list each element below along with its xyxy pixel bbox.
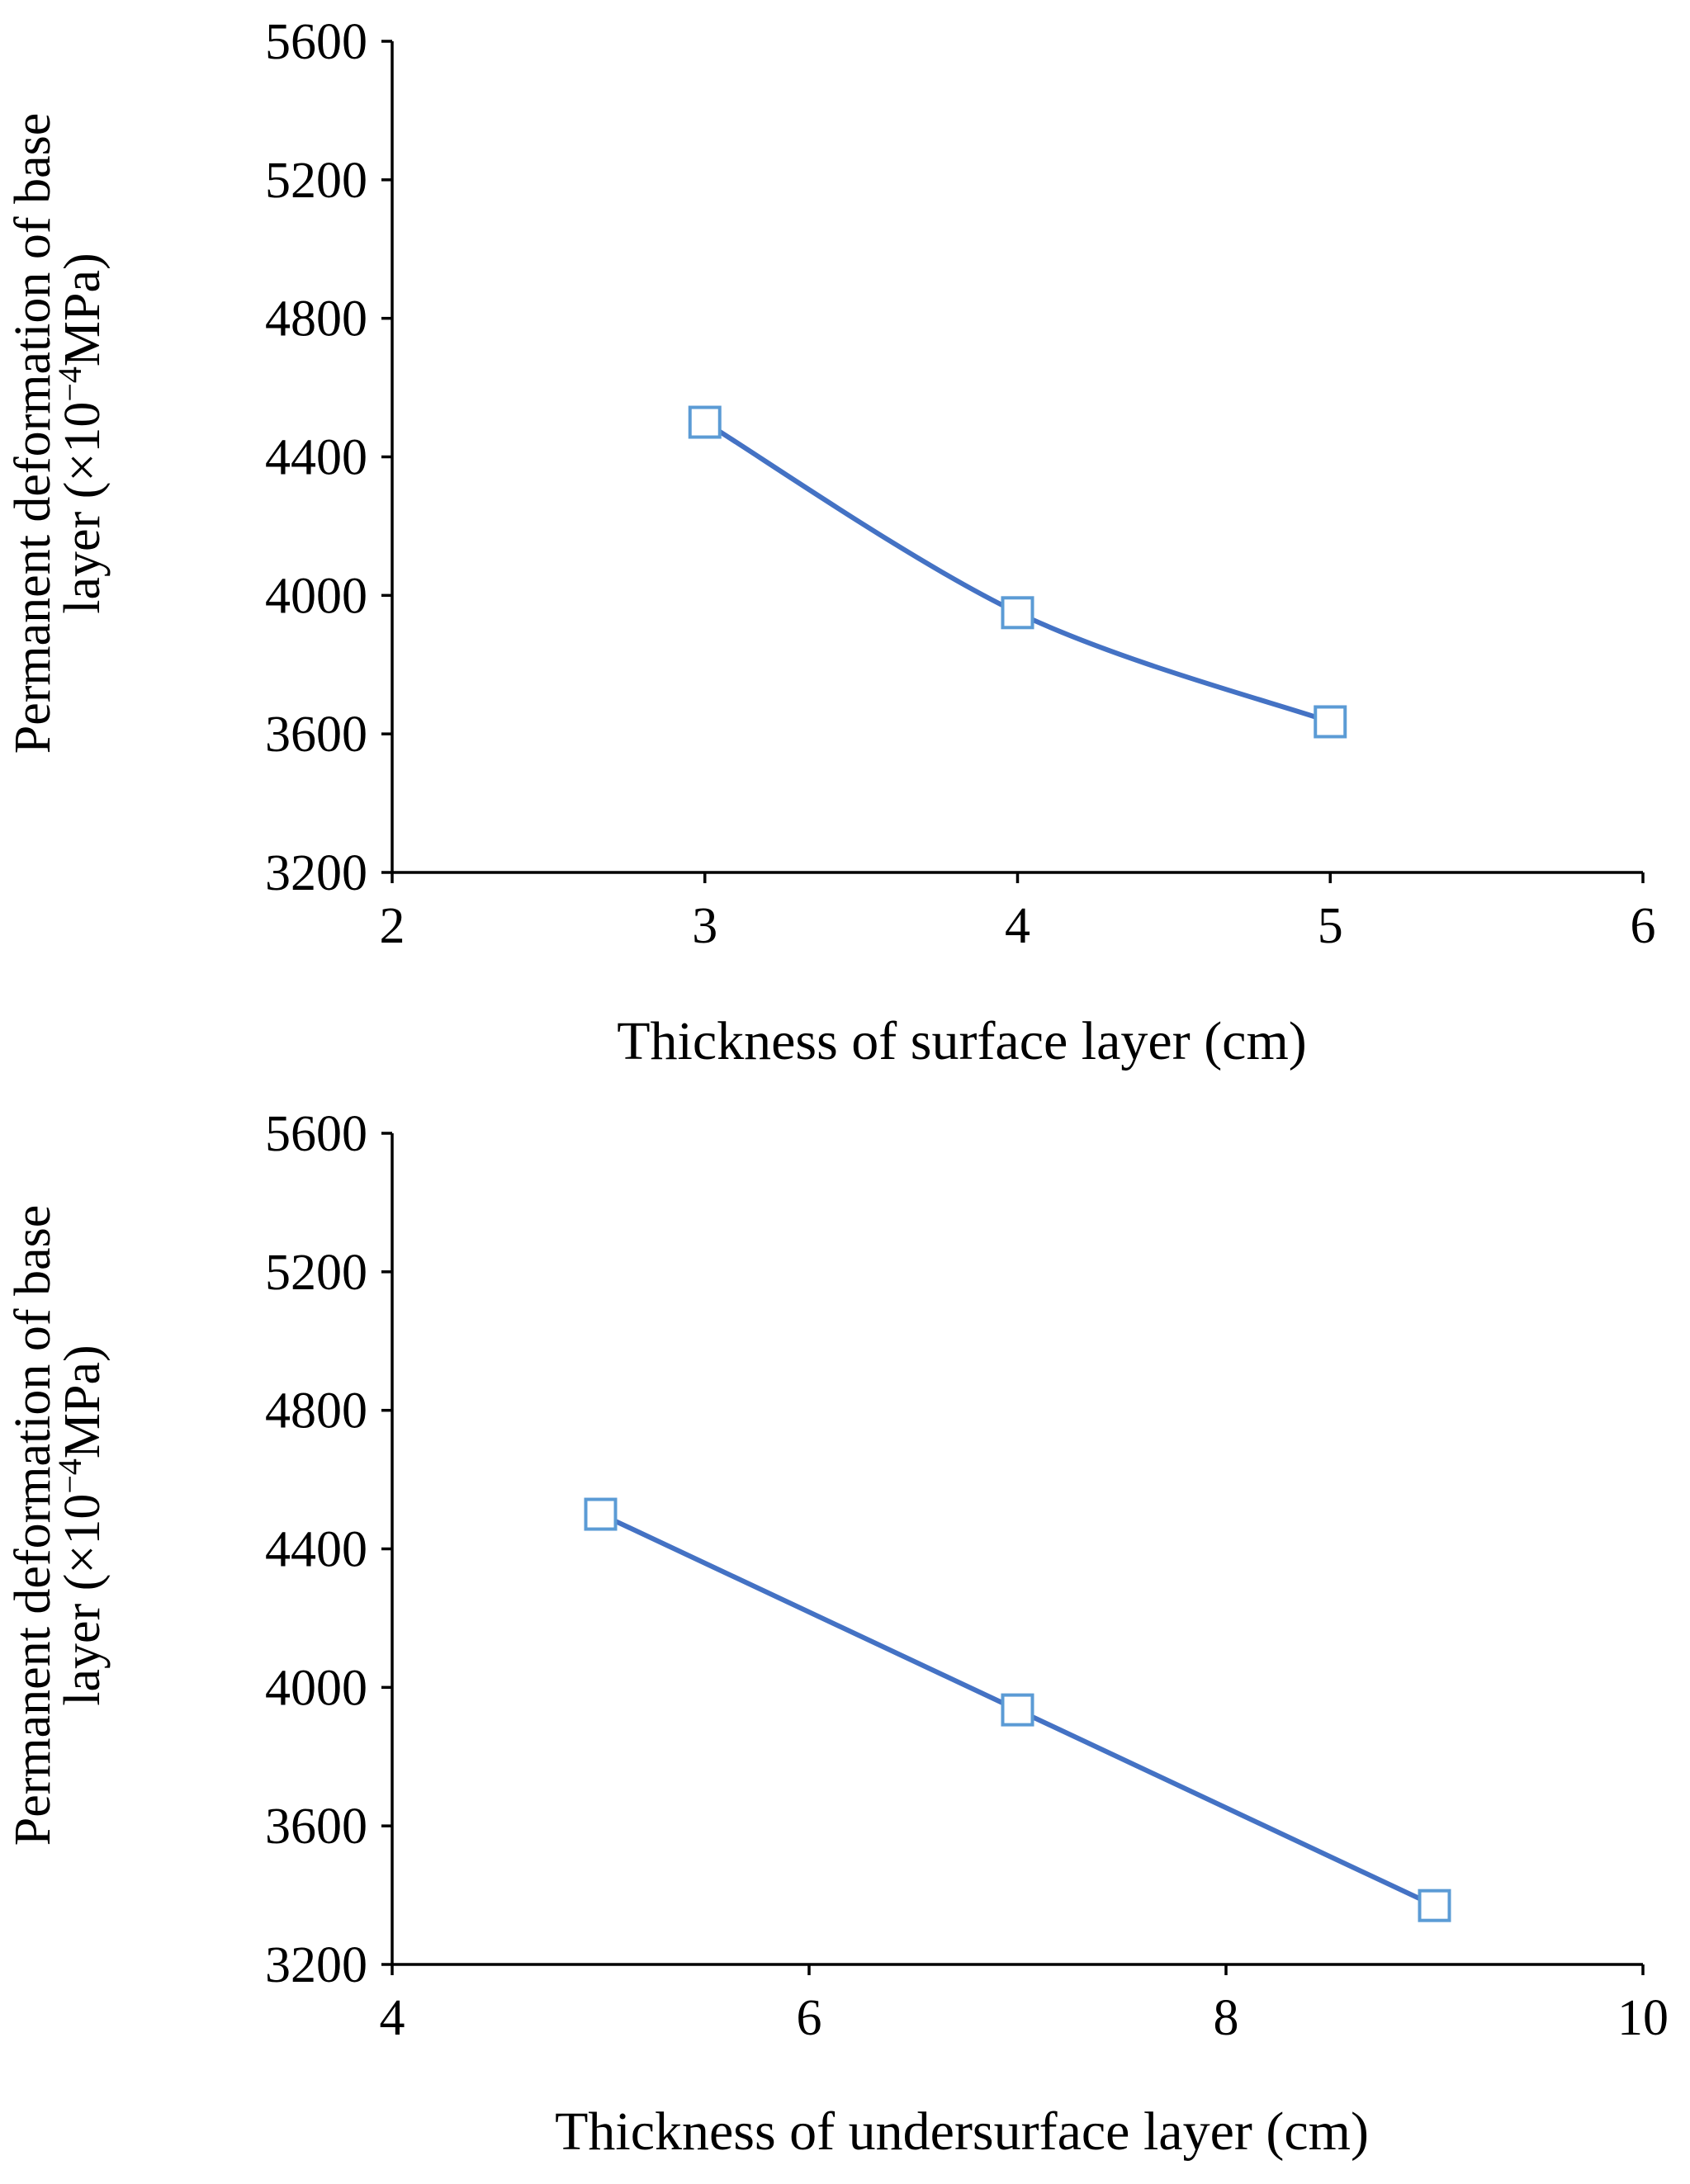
y-tick-label: 3200	[265, 1937, 367, 1993]
y-tick-label: 4400	[265, 430, 367, 486]
data-point-marker	[1314, 705, 1347, 739]
y-tick-label: 5200	[265, 153, 367, 209]
y-tick-label: 5600	[265, 1106, 367, 1162]
x-tick-label: 3	[692, 898, 717, 954]
x-tick-label: 6	[797, 1990, 822, 2046]
y-axis-title-exponent: −4	[51, 366, 88, 402]
data-point-marker	[1001, 596, 1034, 630]
y-axis-title-line2-main: layer (×10	[54, 1494, 111, 1706]
y-axis-title-line2-unit: MPa)	[54, 1345, 111, 1458]
y-tick-label: 5200	[265, 1245, 367, 1301]
chart-top: Permanent deformation of base layer (×10…	[5, 14, 1656, 1071]
x-tick-label: 4	[1005, 898, 1030, 954]
data-point-marker	[688, 405, 722, 439]
y-tick-label: 4800	[265, 291, 367, 347]
y-tick-label: 5600	[265, 14, 367, 70]
y-tick-label: 3200	[265, 845, 367, 901]
y-axis-title-line1: Permanent deformation of base	[5, 1205, 61, 1846]
y-tick-label: 4000	[265, 1660, 367, 1716]
data-point-marker	[584, 1497, 618, 1531]
x-tick-label: 6	[1631, 898, 1656, 954]
y-tick-label: 4400	[265, 1522, 367, 1578]
series-line	[702, 419, 1333, 725]
x-tick-label: 10	[1617, 1990, 1669, 2046]
x-axis-title: Thickness of surface layer (cm)	[617, 1011, 1307, 1071]
x-tick-label: 2	[380, 898, 405, 954]
x-axis-title: Thickness of undersurface layer (cm)	[555, 2101, 1369, 2162]
y-tick-label: 3600	[265, 1799, 367, 1855]
y-axis-title-exponent: −4	[51, 1458, 88, 1494]
x-tick-label: 8	[1214, 1990, 1239, 2046]
y-axis-title: Permanent deformation of base layer (×10…	[5, 1205, 111, 1846]
y-tick-label: 4800	[265, 1383, 367, 1439]
y-axis-title-line2-main: layer (×10	[54, 402, 111, 614]
y-axis-title: Permanent deformation of base layer (×10…	[5, 113, 111, 754]
y-axis-title-line1: Permanent deformation of base	[5, 113, 61, 754]
y-axis-title-line2: layer (×10−4MPa)	[51, 253, 111, 613]
y-axis-title-line2-unit: MPa)	[54, 253, 111, 366]
x-tick-label: 4	[380, 1990, 405, 2046]
y-tick-label: 3600	[265, 707, 367, 763]
data-point-marker	[1418, 1889, 1451, 1922]
y-axis-title-line2: layer (×10−4MPa)	[51, 1345, 111, 1705]
data-point-marker	[1001, 1693, 1034, 1727]
chart-bottom: Permanent deformation of base layer (×10…	[5, 1106, 1669, 2162]
x-tick-label: 5	[1318, 898, 1343, 954]
y-tick-label: 4000	[265, 568, 367, 624]
